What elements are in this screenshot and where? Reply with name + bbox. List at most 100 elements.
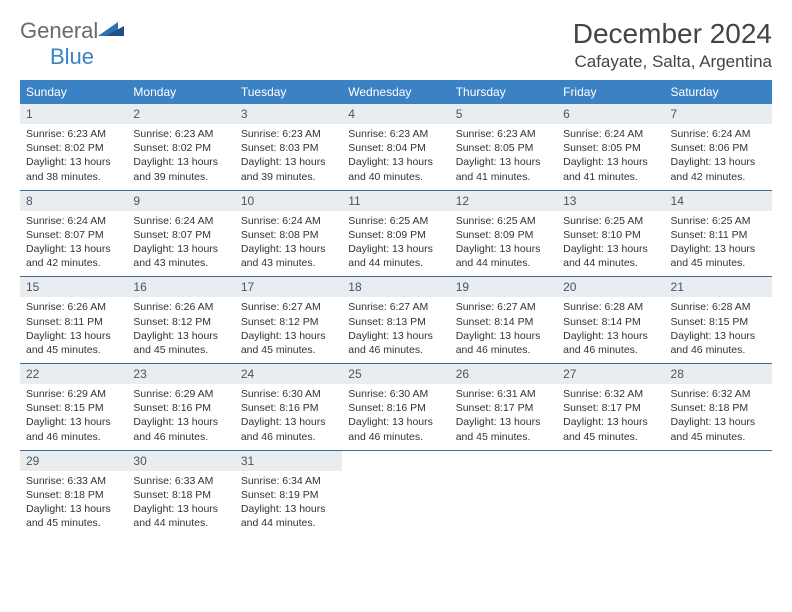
day-body: Sunrise: 6:23 AMSunset: 8:02 PMDaylight:…	[20, 124, 127, 190]
daylight-line: Daylight: 13 hours and 46 minutes.	[348, 415, 443, 443]
sunset-line: Sunset: 8:13 PM	[348, 315, 443, 329]
day-number: 29	[20, 451, 127, 471]
day-body: Sunrise: 6:30 AMSunset: 8:16 PMDaylight:…	[342, 384, 449, 450]
day-header: Wednesday	[342, 80, 449, 104]
daylight-line: Daylight: 13 hours and 44 minutes.	[456, 242, 551, 270]
daylight-line: Daylight: 13 hours and 42 minutes.	[671, 155, 766, 183]
day-number: 31	[235, 451, 342, 471]
daylight-line: Daylight: 13 hours and 45 minutes.	[456, 415, 551, 443]
calendar-cell: 24Sunrise: 6:30 AMSunset: 8:16 PMDayligh…	[235, 364, 342, 451]
sunset-line: Sunset: 8:14 PM	[563, 315, 658, 329]
calendar-table: Sunday Monday Tuesday Wednesday Thursday…	[20, 80, 772, 536]
sunset-line: Sunset: 8:17 PM	[456, 401, 551, 415]
calendar-cell: 19Sunrise: 6:27 AMSunset: 8:14 PMDayligh…	[450, 277, 557, 364]
day-number: 15	[20, 277, 127, 297]
day-body: Sunrise: 6:25 AMSunset: 8:10 PMDaylight:…	[557, 211, 664, 277]
sunset-line: Sunset: 8:15 PM	[671, 315, 766, 329]
sunset-line: Sunset: 8:11 PM	[26, 315, 121, 329]
day-number: 1	[20, 104, 127, 124]
daylight-line: Daylight: 13 hours and 38 minutes.	[26, 155, 121, 183]
sunrise-line: Sunrise: 6:27 AM	[241, 300, 336, 314]
day-body: Sunrise: 6:24 AMSunset: 8:07 PMDaylight:…	[20, 211, 127, 277]
title-block: December 2024 Cafayate, Salta, Argentina	[573, 18, 772, 72]
day-number: 4	[342, 104, 449, 124]
day-body: Sunrise: 6:33 AMSunset: 8:18 PMDaylight:…	[127, 471, 234, 537]
day-body: Sunrise: 6:32 AMSunset: 8:17 PMDaylight:…	[557, 384, 664, 450]
daylight-line: Daylight: 13 hours and 45 minutes.	[563, 415, 658, 443]
day-body: Sunrise: 6:24 AMSunset: 8:06 PMDaylight:…	[665, 124, 772, 190]
day-number: 11	[342, 191, 449, 211]
sunrise-line: Sunrise: 6:32 AM	[671, 387, 766, 401]
calendar-cell: 14Sunrise: 6:25 AMSunset: 8:11 PMDayligh…	[665, 190, 772, 277]
triangle-icon	[98, 29, 124, 41]
sunrise-line: Sunrise: 6:23 AM	[26, 127, 121, 141]
day-body: Sunrise: 6:31 AMSunset: 8:17 PMDaylight:…	[450, 384, 557, 450]
day-body: Sunrise: 6:23 AMSunset: 8:03 PMDaylight:…	[235, 124, 342, 190]
sunset-line: Sunset: 8:06 PM	[671, 141, 766, 155]
sunrise-line: Sunrise: 6:23 AM	[241, 127, 336, 141]
day-body: Sunrise: 6:33 AMSunset: 8:18 PMDaylight:…	[20, 471, 127, 537]
calendar-row: 8Sunrise: 6:24 AMSunset: 8:07 PMDaylight…	[20, 190, 772, 277]
sunset-line: Sunset: 8:18 PM	[26, 488, 121, 502]
logo: General Blue	[20, 18, 124, 70]
sunrise-line: Sunrise: 6:30 AM	[348, 387, 443, 401]
daylight-line: Daylight: 13 hours and 45 minutes.	[671, 415, 766, 443]
day-body: Sunrise: 6:24 AMSunset: 8:05 PMDaylight:…	[557, 124, 664, 190]
calendar-cell: 30Sunrise: 6:33 AMSunset: 8:18 PMDayligh…	[127, 450, 234, 536]
day-header: Thursday	[450, 80, 557, 104]
calendar-cell: 18Sunrise: 6:27 AMSunset: 8:13 PMDayligh…	[342, 277, 449, 364]
sunset-line: Sunset: 8:03 PM	[241, 141, 336, 155]
daylight-line: Daylight: 13 hours and 44 minutes.	[241, 502, 336, 530]
sunrise-line: Sunrise: 6:24 AM	[563, 127, 658, 141]
calendar-cell: 26Sunrise: 6:31 AMSunset: 8:17 PMDayligh…	[450, 364, 557, 451]
sunrise-line: Sunrise: 6:28 AM	[563, 300, 658, 314]
day-body: Sunrise: 6:27 AMSunset: 8:14 PMDaylight:…	[450, 297, 557, 363]
day-number: 17	[235, 277, 342, 297]
calendar-cell: 27Sunrise: 6:32 AMSunset: 8:17 PMDayligh…	[557, 364, 664, 451]
sunset-line: Sunset: 8:18 PM	[133, 488, 228, 502]
calendar-cell: 5Sunrise: 6:23 AMSunset: 8:05 PMDaylight…	[450, 104, 557, 190]
sunrise-line: Sunrise: 6:27 AM	[456, 300, 551, 314]
calendar-cell: 4Sunrise: 6:23 AMSunset: 8:04 PMDaylight…	[342, 104, 449, 190]
logo-word-2: Blue	[50, 44, 94, 69]
calendar-row: 1Sunrise: 6:23 AMSunset: 8:02 PMDaylight…	[20, 104, 772, 190]
calendar-cell: 20Sunrise: 6:28 AMSunset: 8:14 PMDayligh…	[557, 277, 664, 364]
calendar-cell: 31Sunrise: 6:34 AMSunset: 8:19 PMDayligh…	[235, 450, 342, 536]
day-number: 19	[450, 277, 557, 297]
day-number: 21	[665, 277, 772, 297]
calendar-cell: 12Sunrise: 6:25 AMSunset: 8:09 PMDayligh…	[450, 190, 557, 277]
day-header: Saturday	[665, 80, 772, 104]
calendar-cell: 17Sunrise: 6:27 AMSunset: 8:12 PMDayligh…	[235, 277, 342, 364]
sunrise-line: Sunrise: 6:23 AM	[456, 127, 551, 141]
logo-word-1: General	[20, 18, 98, 43]
sunrise-line: Sunrise: 6:33 AM	[26, 474, 121, 488]
calendar-cell: 1Sunrise: 6:23 AMSunset: 8:02 PMDaylight…	[20, 104, 127, 190]
calendar-cell: 7Sunrise: 6:24 AMSunset: 8:06 PMDaylight…	[665, 104, 772, 190]
calendar-cell: 6Sunrise: 6:24 AMSunset: 8:05 PMDaylight…	[557, 104, 664, 190]
day-number: 23	[127, 364, 234, 384]
calendar-cell: 22Sunrise: 6:29 AMSunset: 8:15 PMDayligh…	[20, 364, 127, 451]
day-number: 28	[665, 364, 772, 384]
day-number: 10	[235, 191, 342, 211]
day-body: Sunrise: 6:28 AMSunset: 8:14 PMDaylight:…	[557, 297, 664, 363]
logo-text: General Blue	[20, 18, 124, 70]
sunset-line: Sunset: 8:09 PM	[456, 228, 551, 242]
calendar-cell: 9Sunrise: 6:24 AMSunset: 8:07 PMDaylight…	[127, 190, 234, 277]
header: General Blue December 2024 Cafayate, Sal…	[20, 18, 772, 72]
day-body: Sunrise: 6:25 AMSunset: 8:09 PMDaylight:…	[342, 211, 449, 277]
day-number: 27	[557, 364, 664, 384]
day-header: Sunday	[20, 80, 127, 104]
day-body: Sunrise: 6:34 AMSunset: 8:19 PMDaylight:…	[235, 471, 342, 537]
day-header-row: Sunday Monday Tuesday Wednesday Thursday…	[20, 80, 772, 104]
sunrise-line: Sunrise: 6:24 AM	[241, 214, 336, 228]
sunset-line: Sunset: 8:16 PM	[241, 401, 336, 415]
sunrise-line: Sunrise: 6:25 AM	[456, 214, 551, 228]
day-number: 25	[342, 364, 449, 384]
daylight-line: Daylight: 13 hours and 45 minutes.	[26, 329, 121, 357]
sunset-line: Sunset: 8:16 PM	[348, 401, 443, 415]
sunset-line: Sunset: 8:15 PM	[26, 401, 121, 415]
day-number: 13	[557, 191, 664, 211]
day-number: 3	[235, 104, 342, 124]
calendar-row: 29Sunrise: 6:33 AMSunset: 8:18 PMDayligh…	[20, 450, 772, 536]
sunset-line: Sunset: 8:05 PM	[563, 141, 658, 155]
